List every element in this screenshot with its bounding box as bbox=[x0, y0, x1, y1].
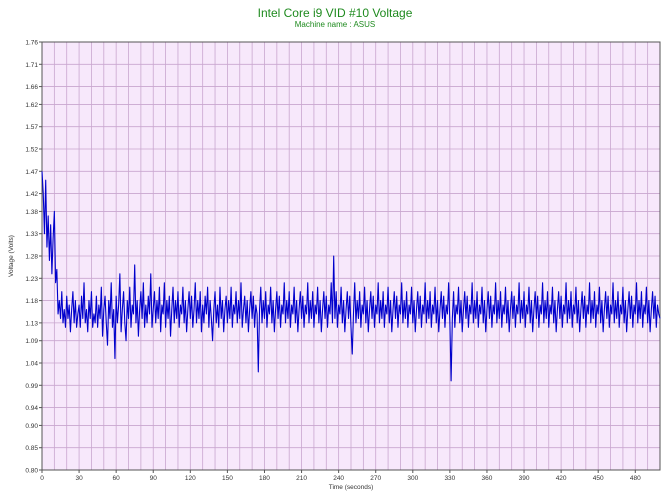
y-tick-label: 0.94 bbox=[25, 405, 38, 412]
x-tick-label: 240 bbox=[333, 475, 344, 482]
x-tick-label: 90 bbox=[150, 475, 158, 482]
x-tick-label: 0 bbox=[40, 475, 44, 482]
x-tick-label: 360 bbox=[482, 475, 493, 482]
x-tick-label: 450 bbox=[593, 475, 604, 482]
x-tick-label: 180 bbox=[259, 475, 270, 482]
chart-title: Intel Core i9 VID #10 Voltage bbox=[257, 6, 413, 20]
x-tick-label: 30 bbox=[75, 475, 83, 482]
y-tick-label: 0.80 bbox=[25, 468, 38, 475]
x-tick-label: 330 bbox=[444, 475, 455, 482]
y-tick-label: 1.09 bbox=[25, 338, 38, 345]
x-tick-label: 60 bbox=[113, 475, 121, 482]
y-tick-label: 1.38 bbox=[25, 209, 38, 216]
chart-subtitle: Machine name : ASUS bbox=[294, 20, 376, 29]
y-tick-label: 1.04 bbox=[25, 361, 38, 368]
x-tick-label: 120 bbox=[185, 475, 196, 482]
y-tick-label: 0.90 bbox=[25, 423, 38, 430]
y-tick-label: 1.28 bbox=[25, 254, 38, 261]
y-tick-label: 1.57 bbox=[25, 124, 38, 131]
y-tick-label: 1.62 bbox=[25, 102, 38, 109]
x-axis-label: Time (seconds) bbox=[329, 484, 374, 491]
x-tick-label: 210 bbox=[296, 475, 307, 482]
x-tick-label: 150 bbox=[222, 475, 233, 482]
y-tick-label: 1.18 bbox=[25, 298, 38, 305]
y-tick-label: 0.85 bbox=[25, 445, 38, 452]
x-tick-label: 270 bbox=[370, 475, 381, 482]
y-tick-label: 1.47 bbox=[25, 169, 38, 176]
y-tick-label: 0.99 bbox=[25, 383, 38, 390]
y-tick-label: 1.66 bbox=[25, 84, 38, 91]
x-tick-label: 420 bbox=[556, 475, 567, 482]
x-tick-label: 390 bbox=[519, 475, 530, 482]
y-tick-label: 1.76 bbox=[25, 40, 38, 47]
y-tick-label: 1.71 bbox=[25, 62, 38, 69]
x-tick-label: 480 bbox=[630, 475, 641, 482]
y-tick-label: 1.33 bbox=[25, 231, 38, 238]
voltage-series-line bbox=[41, 171, 661, 382]
y-tick-label: 1.13 bbox=[25, 320, 38, 327]
y-axis-label: Voltage (Volts) bbox=[8, 235, 15, 277]
y-tick-label: 1.52 bbox=[25, 147, 38, 154]
x-tick-label: 300 bbox=[407, 475, 418, 482]
y-tick-label: 1.42 bbox=[25, 191, 38, 198]
y-tick-label: 1.23 bbox=[25, 276, 38, 283]
